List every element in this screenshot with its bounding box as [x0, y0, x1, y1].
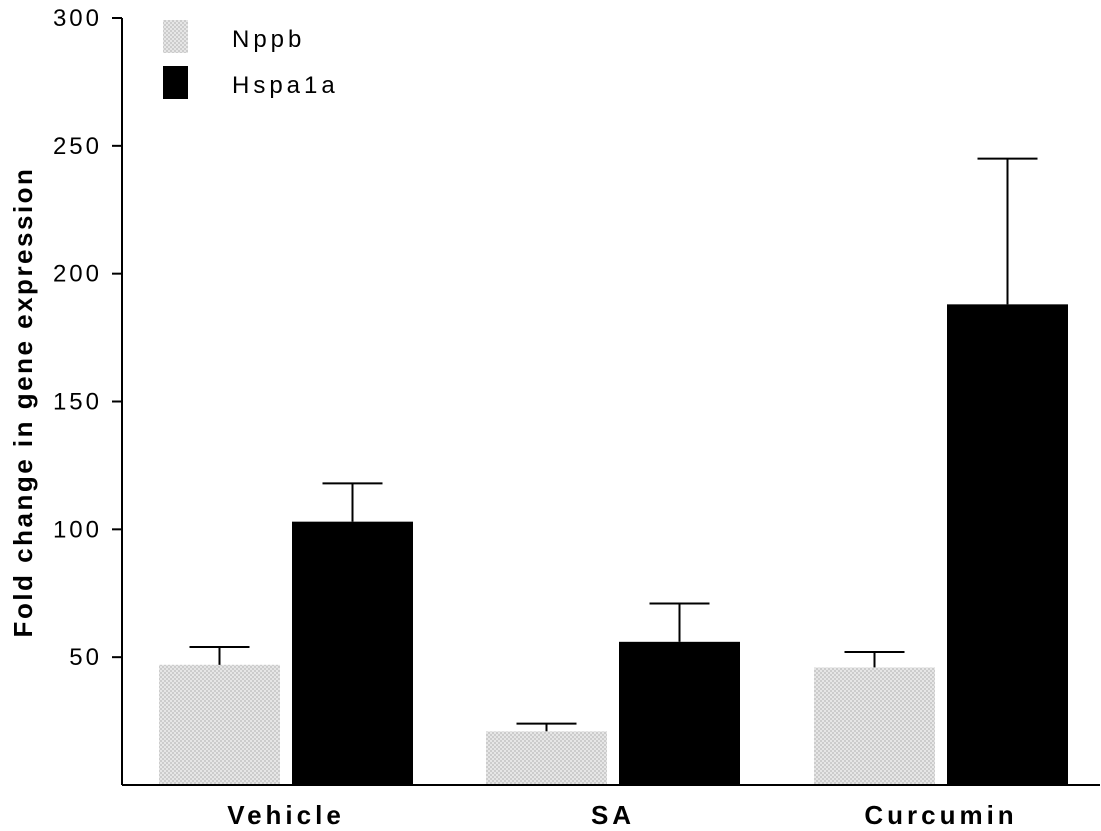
error-bars-layer: [189, 157, 1038, 732]
bar-nppb-sa: [486, 731, 607, 785]
y-tick-label: 50: [69, 644, 102, 671]
x-axis-categories: Vehicle SA Curcumin: [227, 800, 1017, 830]
y-tick-label: 200: [53, 261, 102, 288]
y-tick-label: 150: [53, 389, 102, 416]
y-axis-ticks: 50 100 150 200 250 300: [53, 5, 122, 671]
bar-hspa1a-sa: [619, 641, 740, 785]
legend-swatch-hspa1a: [163, 66, 188, 99]
x-category-label: Curcumin: [864, 800, 1017, 830]
legend-label-hspa1a: Hspa1a: [232, 72, 339, 99]
y-axis-title: Fold change in gene expression: [8, 167, 38, 638]
y-tick-label: 100: [53, 516, 102, 543]
y-tick-label: 250: [53, 133, 102, 160]
bar-nppb-curcumin: [814, 667, 935, 785]
legend-swatch-nppb: [163, 20, 188, 53]
bar-hspa1a-curcumin: [947, 304, 1068, 785]
x-category-label: Vehicle: [227, 800, 345, 830]
bars-layer: [159, 304, 1068, 785]
bar-nppb-vehicle: [159, 664, 280, 785]
bar-hspa1a-vehicle: [292, 521, 413, 785]
x-category-label: SA: [591, 800, 635, 830]
y-tick-label: 300: [53, 5, 102, 32]
legend: Nppb Hspa1a: [163, 20, 339, 99]
legend-label-nppb: Nppb: [232, 26, 305, 53]
